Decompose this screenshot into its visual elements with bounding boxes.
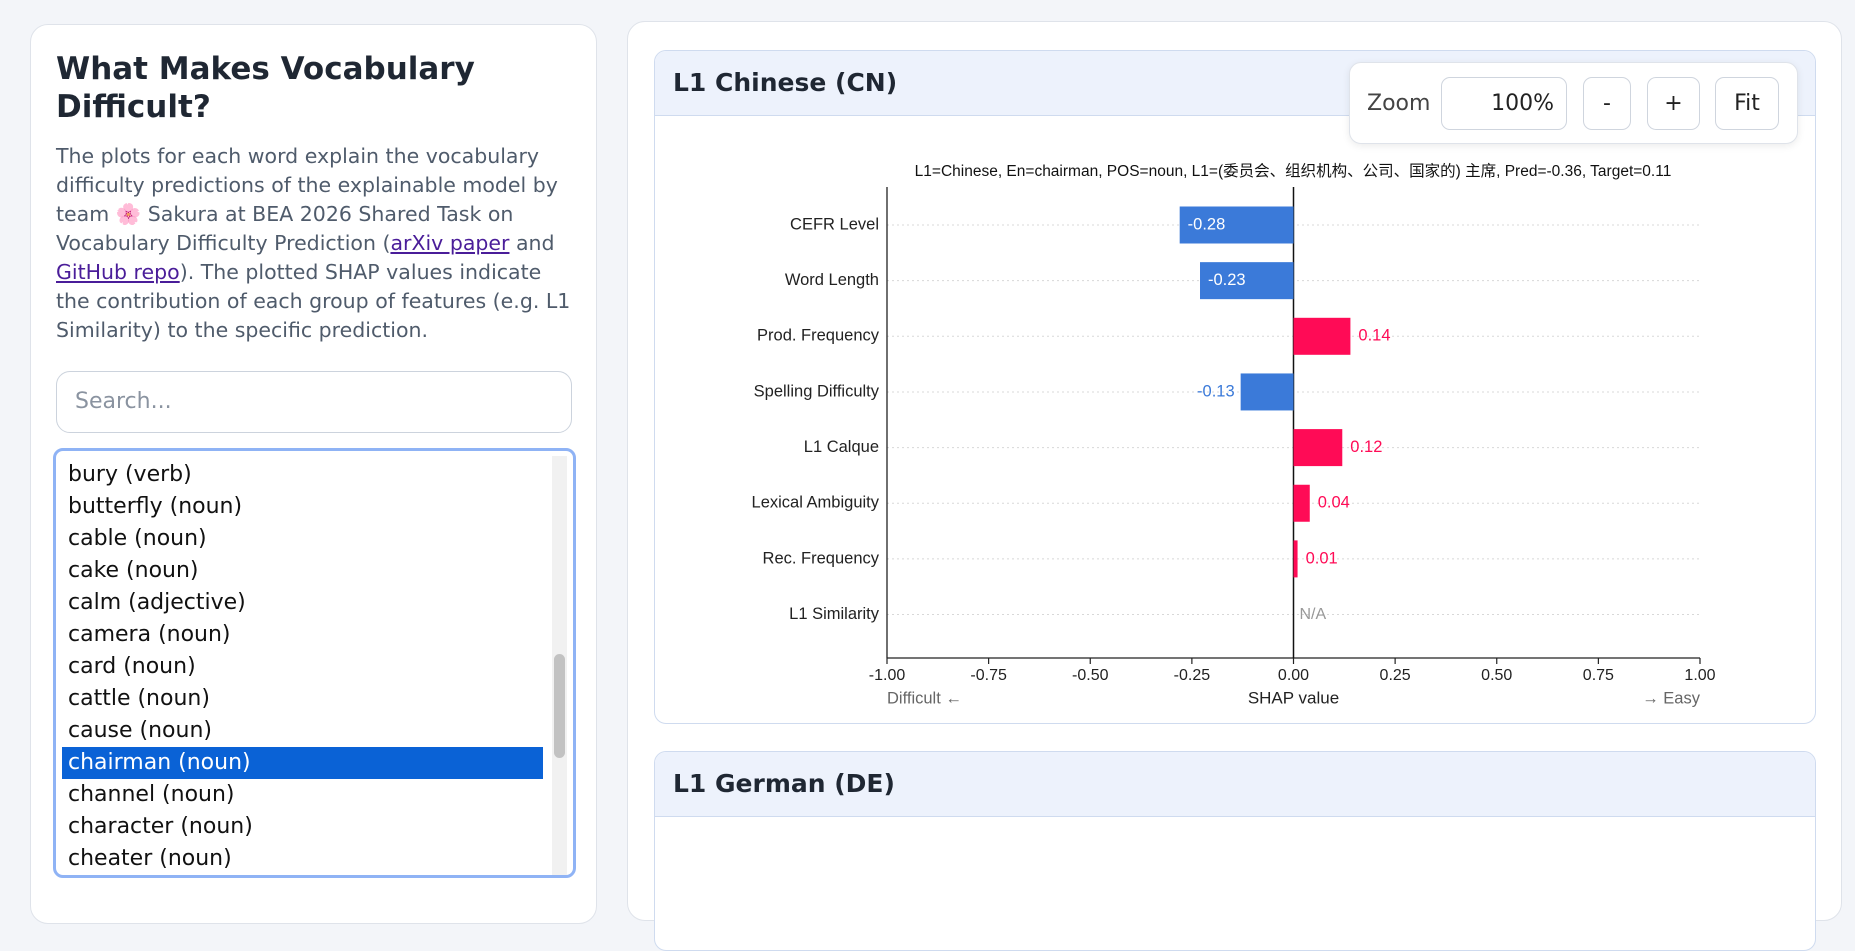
y-tick-label: L1 Calque <box>804 438 879 456</box>
fit-button[interactable]: Fit <box>1715 77 1779 130</box>
x-tick-label: -0.25 <box>1174 667 1211 684</box>
bar <box>1200 262 1294 300</box>
y-tick-label: Rec. Frequency <box>763 549 880 567</box>
bar <box>1240 373 1294 411</box>
github-link[interactable]: GitHub repo <box>56 260 180 284</box>
zoom-label: Zoom <box>1367 91 1431 116</box>
y-tick-label: L1 Similarity <box>789 605 880 623</box>
y-tick-label: Word Length <box>785 271 879 289</box>
value-label: -0.13 <box>1197 382 1235 400</box>
chart-title: L1=Chinese, En=chairman, POS=noun, L1=(委… <box>915 162 1672 180</box>
zoom-out-button[interactable]: - <box>1583 77 1631 130</box>
bar <box>1293 540 1298 578</box>
description-text: and <box>509 231 555 255</box>
description-text: The plots for each word explain the voca… <box>56 144 558 255</box>
value-label: -0.23 <box>1208 271 1246 289</box>
word-option[interactable]: bury (verb) <box>68 462 192 487</box>
word-option[interactable]: cake (noun) <box>68 558 199 583</box>
y-tick-label: Spelling Difficulty <box>754 382 880 400</box>
y-tick-label: Prod. Frequency <box>757 327 880 345</box>
word-option[interactable]: character (noun) <box>68 814 253 839</box>
annotation: → Easy <box>1642 689 1701 707</box>
word-option[interactable]: card (noun) <box>68 654 196 679</box>
search-input[interactable]: Search... <box>56 371 572 433</box>
word-option[interactable]: butterfly (noun) <box>68 494 243 519</box>
bar <box>1179 206 1294 244</box>
value-label: 0.01 <box>1306 549 1338 567</box>
sidebar-title: What Makes Vocabulary Difficult? <box>56 51 475 125</box>
x-tick-label: 1.00 <box>1684 667 1715 684</box>
value-label: 0.14 <box>1358 327 1390 345</box>
value-label: -0.28 <box>1188 215 1226 233</box>
x-tick-label: 0.50 <box>1481 667 1512 684</box>
zoom-in-button[interactable]: + <box>1647 77 1700 130</box>
word-option[interactable]: chairman (noun) <box>62 747 543 779</box>
zoom-input[interactable]: 100% <box>1441 77 1567 130</box>
description: The plots for each word explain the voca… <box>56 142 576 345</box>
bar <box>1293 317 1351 355</box>
value-label: 0.04 <box>1318 494 1350 512</box>
x-tick-label: 0.25 <box>1380 667 1411 684</box>
scrollbar-thumb[interactable] <box>554 654 565 758</box>
panel-title: L1 German (DE) <box>655 752 1815 817</box>
x-tick-label: -1.00 <box>869 667 906 684</box>
x-tick-label: 0.00 <box>1278 667 1309 684</box>
word-list[interactable]: bury (verb) butterfly (noun) cable (noun) c… <box>53 448 576 878</box>
bar <box>1293 484 1310 522</box>
scrollbar[interactable] <box>552 456 567 875</box>
x-tick-label: -0.75 <box>970 667 1007 684</box>
word-option[interactable]: camera (noun) <box>68 622 231 647</box>
value-label: 0.12 <box>1350 438 1382 456</box>
y-tick-label: Lexical Ambiguity <box>752 494 880 512</box>
word-option[interactable]: calm (adjective) <box>68 590 246 615</box>
word-option[interactable]: cause (noun) <box>68 718 212 743</box>
value-label: N/A <box>1300 606 1327 623</box>
shap-chart: L1=Chinese, En=chairman, POS=noun, L1=(委… <box>752 162 1716 707</box>
word-items: bury (verb) butterfly (noun) cable (noun) c… <box>56 451 573 875</box>
description-text: ). The plotted SHAP values indicate the … <box>56 260 571 342</box>
word-option[interactable]: cattle (noun) <box>68 686 210 711</box>
word-option[interactable]: cable (noun) <box>68 526 207 551</box>
annotation: Difficult ← <box>887 689 962 707</box>
y-tick-label: CEFR Level <box>790 215 879 233</box>
x-axis-label: SHAP value <box>1248 688 1339 707</box>
bar <box>1293 429 1343 467</box>
x-tick-label: 0.75 <box>1583 667 1614 684</box>
page: What Makes Vocabulary Difficult? The plo… <box>30 21 1842 951</box>
word-option[interactable]: channel (noun) <box>68 782 235 807</box>
zoom-controls: Zoom 100% - + Fit <box>1349 62 1798 144</box>
arxiv-link[interactable]: arXiv paper <box>390 231 510 255</box>
x-tick-label: -0.50 <box>1072 667 1109 684</box>
